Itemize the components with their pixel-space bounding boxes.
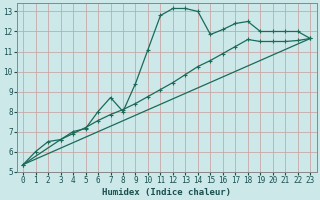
X-axis label: Humidex (Indice chaleur): Humidex (Indice chaleur): [102, 188, 231, 197]
